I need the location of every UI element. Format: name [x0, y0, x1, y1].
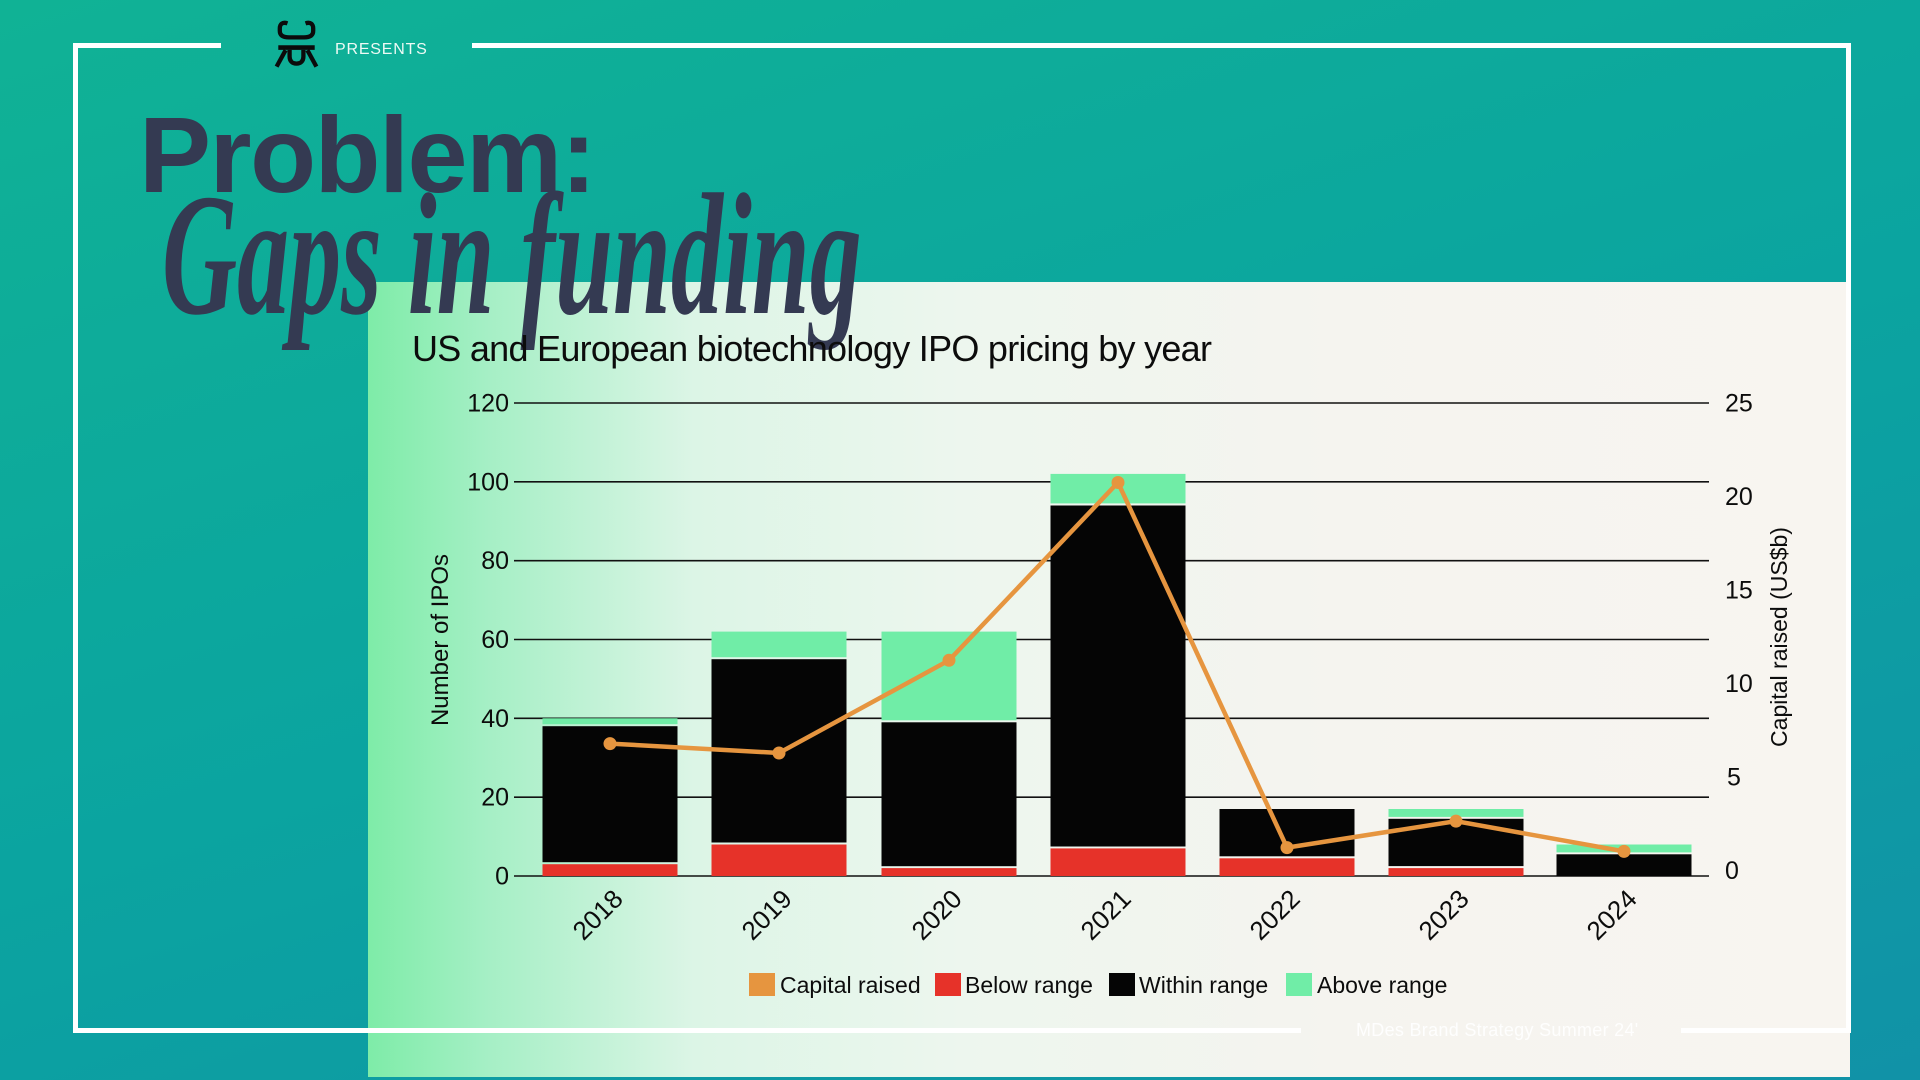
svg-text:2021: 2021: [1075, 884, 1137, 946]
svg-text:2018: 2018: [567, 884, 629, 946]
svg-text:Capital raised (US$b): Capital raised (US$b): [1766, 527, 1792, 747]
svg-text:2020: 2020: [906, 884, 968, 946]
svg-text:Capital raised: Capital raised: [780, 972, 921, 998]
svg-text:100: 100: [467, 468, 509, 496]
svg-text:2019: 2019: [736, 884, 798, 946]
svg-text:2024: 2024: [1581, 884, 1643, 946]
svg-text:Below range: Below range: [965, 972, 1093, 998]
svg-text:60: 60: [481, 626, 509, 654]
svg-text:0: 0: [495, 863, 509, 891]
svg-text:10: 10: [1725, 670, 1753, 698]
svg-text:20: 20: [481, 784, 509, 812]
svg-text:20: 20: [1725, 483, 1753, 511]
svg-text:2023: 2023: [1413, 884, 1475, 946]
svg-text:120: 120: [467, 390, 509, 418]
svg-text:40: 40: [481, 705, 509, 733]
svg-text:Within range: Within range: [1139, 972, 1268, 998]
svg-text:80: 80: [481, 547, 509, 575]
svg-text:25: 25: [1725, 390, 1753, 418]
svg-text:Number of IPOs: Number of IPOs: [427, 554, 454, 726]
svg-text:15: 15: [1725, 577, 1753, 605]
svg-text:5: 5: [1727, 764, 1741, 792]
svg-text:2022: 2022: [1244, 884, 1306, 946]
svg-text:0: 0: [1725, 857, 1739, 885]
svg-text:Above range: Above range: [1317, 972, 1447, 998]
